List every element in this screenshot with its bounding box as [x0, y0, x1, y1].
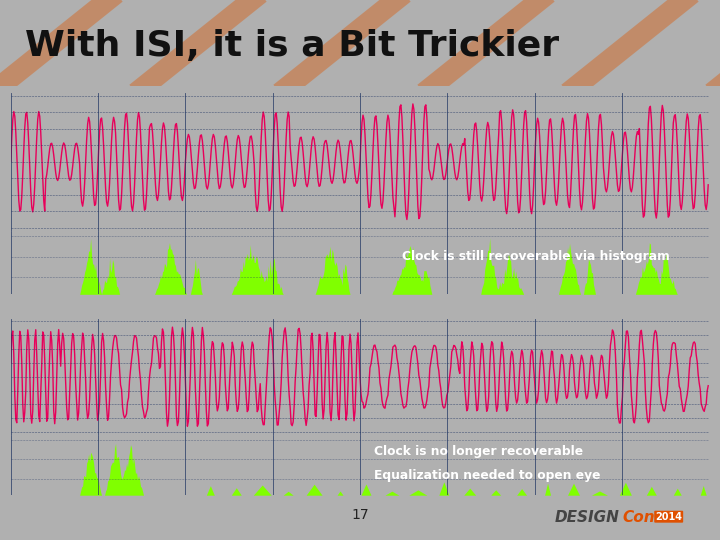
- Text: 17: 17: [351, 508, 369, 522]
- Text: With ISI, it is a Bit Trickier: With ISI, it is a Bit Trickier: [24, 29, 559, 63]
- Text: Clock is no longer recoverable: Clock is no longer recoverable: [374, 445, 583, 458]
- Text: Con: Con: [623, 510, 655, 525]
- Text: DESIGN: DESIGN: [554, 510, 619, 525]
- Text: Equalization needed to open eye: Equalization needed to open eye: [374, 469, 600, 482]
- Text: Clock is still recoverable via histogram: Clock is still recoverable via histogram: [402, 249, 670, 262]
- Text: 2014: 2014: [655, 512, 683, 522]
